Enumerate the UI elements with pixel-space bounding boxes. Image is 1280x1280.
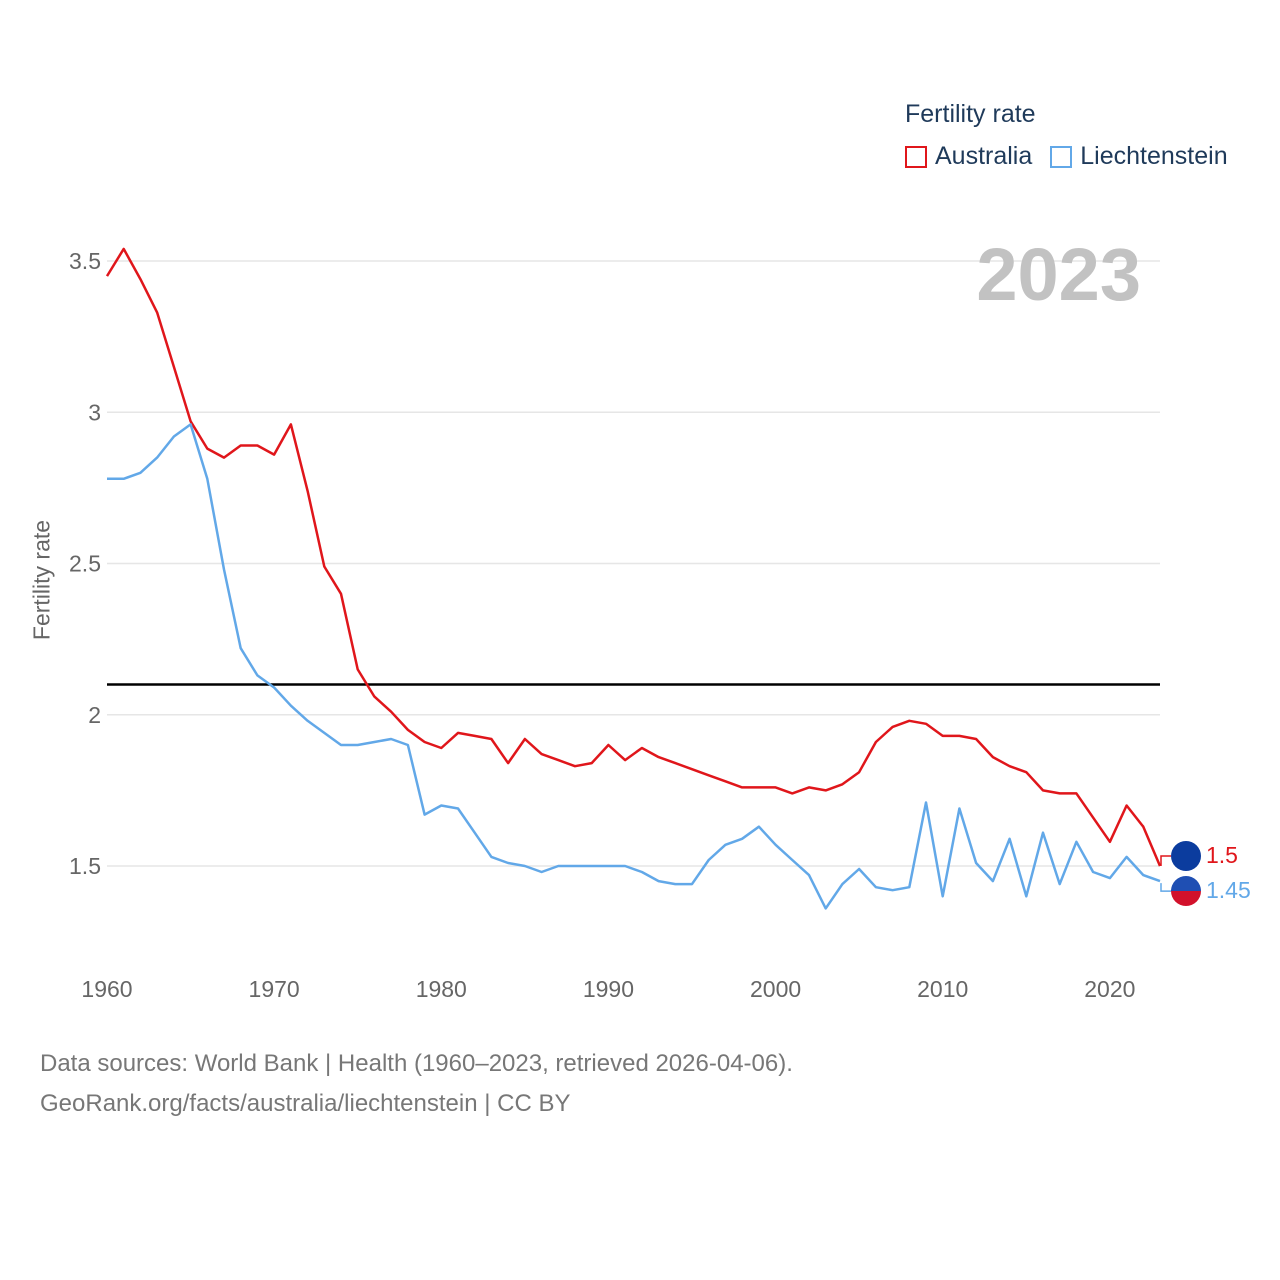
x-axis-ticks: 1960 1970 1980 1990 2000 2010 2020 [81,976,1135,1002]
y-tick-label: 1.5 [69,853,101,879]
australia-flag-icon [1171,841,1201,871]
series-line-australia [105,247,1162,867]
x-tick-label: 1970 [249,976,300,1002]
x-tick-label: 1960 [81,976,132,1002]
legend-swatch-australia [905,145,927,168]
series-lines [105,247,1162,910]
end-label-australia: 1.5 [1206,842,1238,868]
legend: Australia Liechtenstein [905,142,1246,171]
y-tick-label: 3.5 [69,248,101,274]
data-source-note: Data sources: World Bank | Health (1960–… [40,1044,793,1124]
gridlines [107,260,1160,867]
legend-swatch-liechtenstein [1050,145,1073,168]
y-tick-label: 3 [88,399,101,425]
legend-title: Fertility rate [905,100,1036,128]
end-label-connectors [1160,855,1171,892]
series-line-liechtenstein [107,423,1161,910]
y-axis-label: Fertility rate [28,519,55,641]
x-tick-label: 1990 [583,976,634,1002]
y-tick-label: 2 [88,702,101,728]
source-line-1: Data sources: World Bank | Health (1960–… [40,1050,793,1077]
connector-liechtenstein [1160,883,1171,892]
year-label: 2023 [976,233,1141,316]
legend-label-liechtenstein: Liechtenstein [1080,142,1228,170]
liechtenstein-flag-icon [1171,876,1201,907]
source-line-2: GeoRank.org/facts/australia/liechtenstei… [40,1090,571,1117]
y-axis-ticks: 1.5 2 2.5 3 3.5 [69,248,101,879]
end-label-liechtenstein: 1.45 [1206,877,1251,904]
x-tick-label: 2000 [750,976,801,1002]
legend-item-liechtenstein[interactable]: Liechtenstein [1050,142,1228,171]
legend-label-australia: Australia [935,142,1033,170]
x-tick-label: 1980 [416,976,467,1002]
x-tick-label: 2010 [917,976,968,1002]
legend-item-australia[interactable]: Australia [905,142,1032,171]
y-tick-label: 2.5 [69,551,101,577]
x-tick-label: 2020 [1084,976,1135,1002]
connector-australia [1160,855,1171,866]
